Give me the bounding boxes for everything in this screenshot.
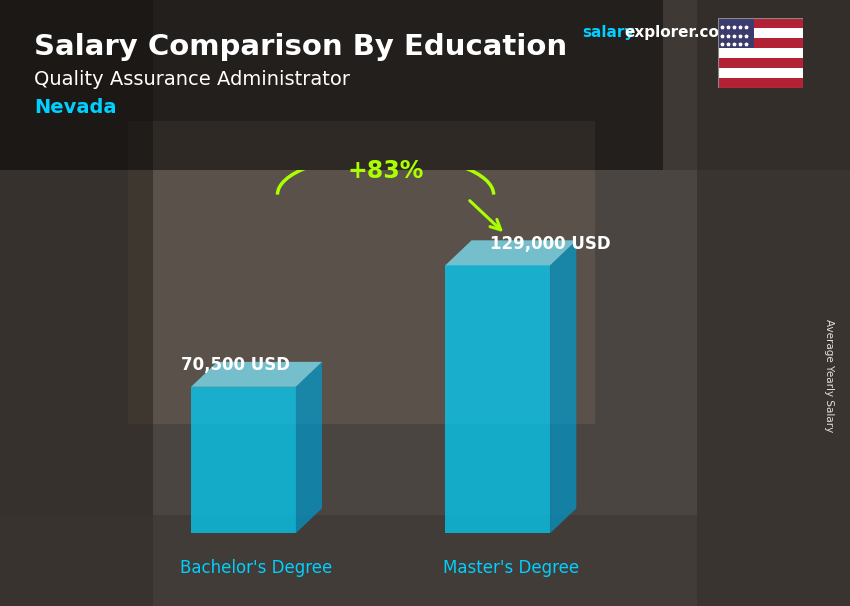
Text: Bachelor's Degree: Bachelor's Degree	[180, 559, 332, 577]
Bar	[445, 265, 550, 533]
Bar	[718, 68, 803, 78]
Bar	[718, 28, 803, 38]
Polygon shape	[296, 362, 322, 533]
Bar	[697, 0, 850, 606]
Text: +83%: +83%	[348, 159, 424, 183]
Bar	[191, 387, 296, 533]
Bar	[0, 515, 850, 606]
Polygon shape	[191, 362, 322, 387]
Text: 129,000 USD: 129,000 USD	[490, 235, 610, 253]
Text: Average Yearly Salary: Average Yearly Salary	[824, 319, 834, 432]
Bar	[718, 48, 803, 58]
Bar	[128, 121, 595, 424]
Polygon shape	[445, 241, 576, 265]
Bar	[718, 18, 754, 48]
Bar	[0, 0, 850, 170]
Text: Nevada: Nevada	[34, 98, 116, 117]
Bar	[0, 0, 663, 170]
Text: salary: salary	[582, 25, 635, 41]
Text: explorer.com: explorer.com	[625, 25, 735, 41]
Text: Salary Comparison By Education: Salary Comparison By Education	[34, 33, 567, 61]
Bar	[718, 58, 803, 68]
Text: Quality Assurance Administrator: Quality Assurance Administrator	[34, 70, 350, 88]
Text: Master's Degree: Master's Degree	[443, 559, 579, 577]
Polygon shape	[550, 241, 576, 533]
Bar	[718, 38, 803, 48]
Text: 70,500 USD: 70,500 USD	[181, 356, 291, 375]
Bar	[718, 18, 803, 28]
Bar	[0, 0, 153, 606]
Bar	[718, 78, 803, 88]
